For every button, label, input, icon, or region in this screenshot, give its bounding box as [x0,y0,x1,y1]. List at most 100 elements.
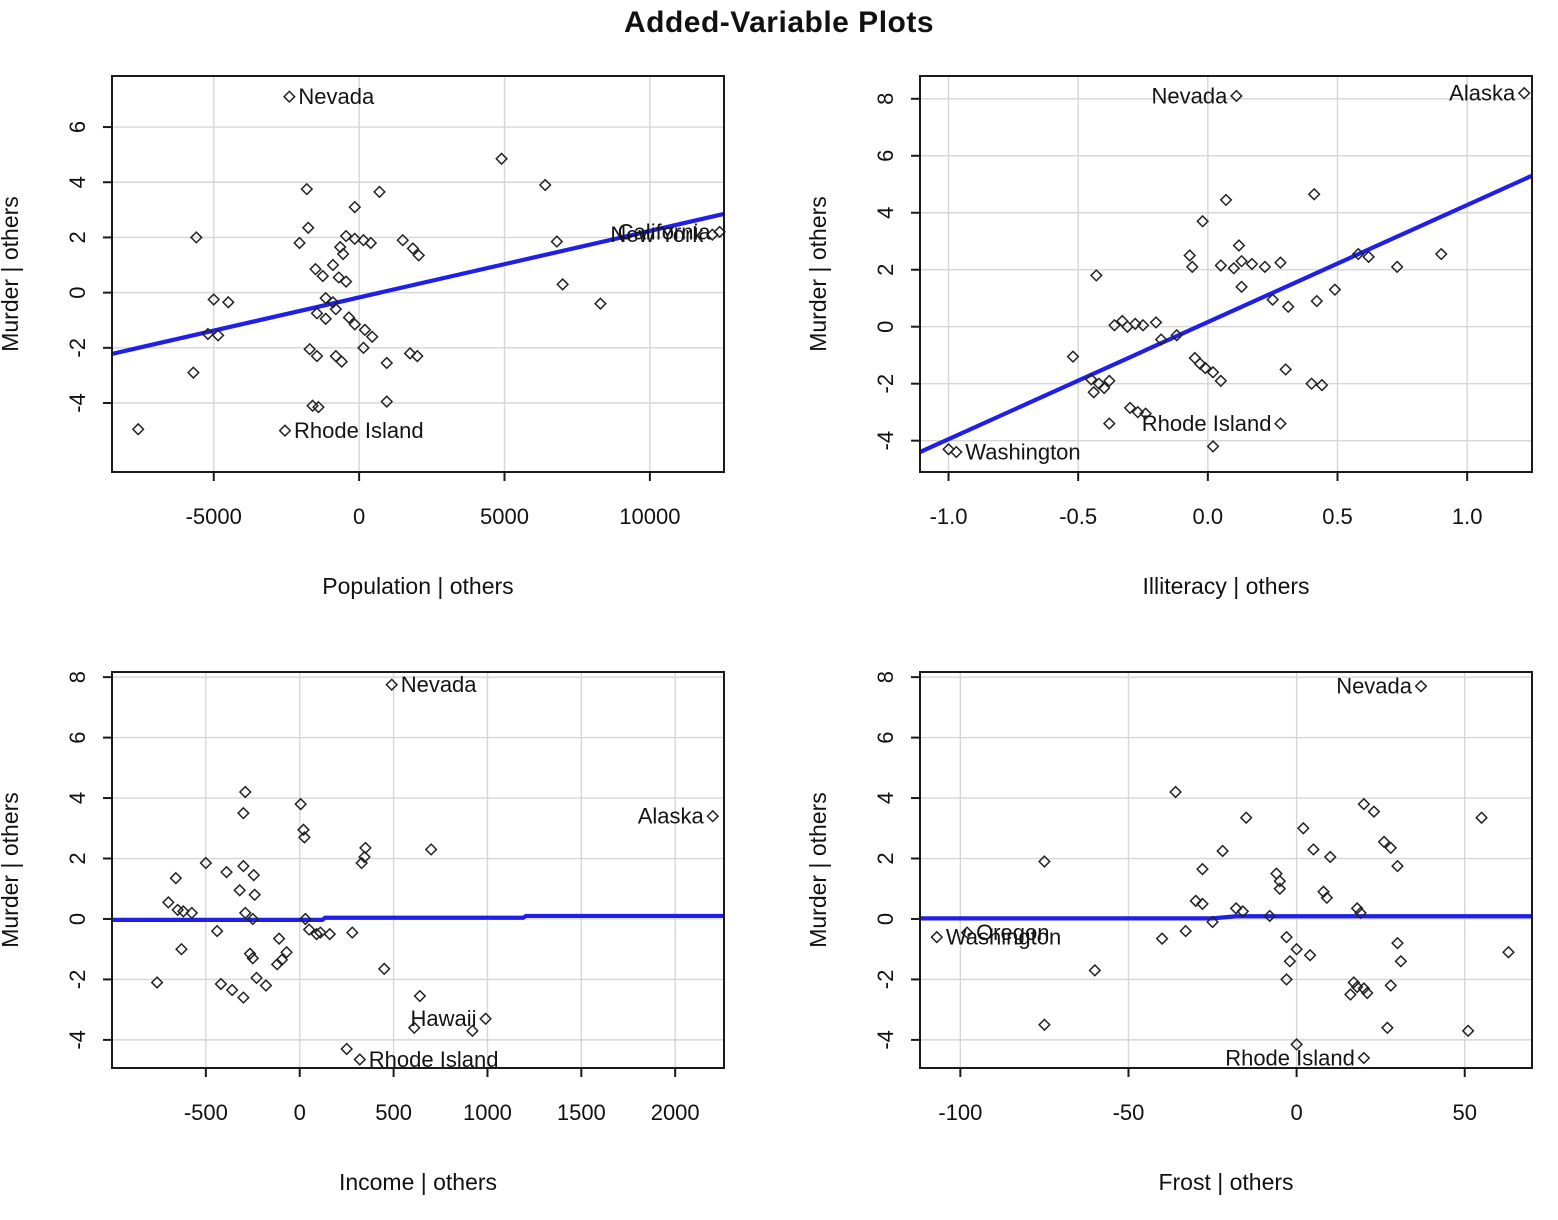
x-tick-label: 0 [353,504,365,529]
data-point [556,277,570,291]
data-point [358,323,372,337]
data-point [495,152,508,166]
state-label: Rhode Island [294,418,424,443]
data-point [1315,378,1329,392]
data-point [272,932,286,945]
data-point [1270,867,1283,880]
data-point [1273,874,1287,888]
data-point [1517,86,1531,100]
data-point [1307,843,1320,856]
data-point [1263,909,1277,923]
data-point [385,678,399,692]
x-tick-label: -5000 [186,504,242,529]
y-axis-label: Murder | others [0,792,23,948]
data-point [1310,294,1324,308]
data-point [1084,373,1098,386]
data-point [1377,835,1391,849]
data-point [1154,333,1168,346]
data-point [348,232,362,246]
data-point [1381,1021,1394,1035]
data-point [201,327,215,341]
data-point [1344,988,1357,1001]
data-point [1384,841,1398,855]
state-label: Nevada [401,672,478,697]
data-point [1188,351,1202,365]
y-tick-label: 4 [65,792,90,804]
data-point [1196,862,1209,876]
data-point [594,297,607,311]
plot-box [919,671,1533,1069]
data-point [1087,385,1101,399]
data-point [1357,797,1371,811]
data-point [407,1021,421,1035]
data-point [293,236,306,250]
data-point [1239,811,1253,825]
data-point [250,971,263,985]
data-point [1274,256,1287,269]
data-point [538,178,552,192]
data-point [412,249,426,262]
state-label: Rhode Island [1142,411,1272,436]
data-point [316,269,330,283]
data-point [1384,979,1398,992]
y-tick-label: -4 [873,431,898,451]
data-point [960,926,974,939]
data-point [357,233,370,247]
data-point [1296,821,1310,835]
data-point [314,926,327,939]
data-point [1245,257,1259,271]
data-point [199,856,213,870]
data-point [1183,249,1197,262]
data-point [175,942,188,956]
y-tick-label: 6 [873,150,898,162]
data-point [310,349,324,363]
data-point [1235,280,1248,294]
data-point [310,306,324,320]
data-point [348,318,362,331]
data-point [1214,259,1228,272]
data-point [303,342,317,356]
data-point [353,1053,367,1066]
data-point [339,229,353,243]
x-tick-label: -0.5 [1059,504,1097,529]
data-point [1206,439,1220,453]
data-point [1347,976,1361,989]
data-point [176,905,190,918]
state-label: Nevada [1336,674,1413,699]
data-point [1121,320,1134,334]
data-point [187,366,200,380]
x-tick-label: 1000 [463,1100,512,1125]
state-label: Rhode Island [1225,1046,1355,1071]
data-point [1274,417,1287,430]
data-point [1198,361,1212,375]
data-point [237,991,250,1004]
data-point [1128,317,1142,331]
plot-box [111,671,725,1069]
y-tick-label: -2 [65,970,90,990]
data-point [326,258,340,272]
figure-title: Added-Variable Plots [623,6,935,39]
data-point [1235,254,1248,268]
y-tick-label: 6 [873,731,898,743]
data-point [1317,885,1330,899]
data-point [310,927,323,941]
y-tick-label: -2 [873,374,898,394]
data-point [302,923,316,936]
data-point [1351,247,1365,261]
x-axis-label: Population | others [322,573,513,599]
data-point [1149,316,1163,329]
data-point [278,424,292,437]
data-point [335,355,349,368]
y-tick-label: -2 [65,338,90,358]
data-point [1131,405,1145,419]
data-point [1362,250,1375,264]
data-point [1196,897,1209,911]
x-axis-label: Illiteracy | others [1142,573,1309,599]
data-point [1350,902,1364,915]
data-point [237,859,250,873]
data-point [282,90,296,104]
data-point [150,976,164,989]
data-point [1206,915,1219,929]
state-label: Nevada [298,84,375,109]
